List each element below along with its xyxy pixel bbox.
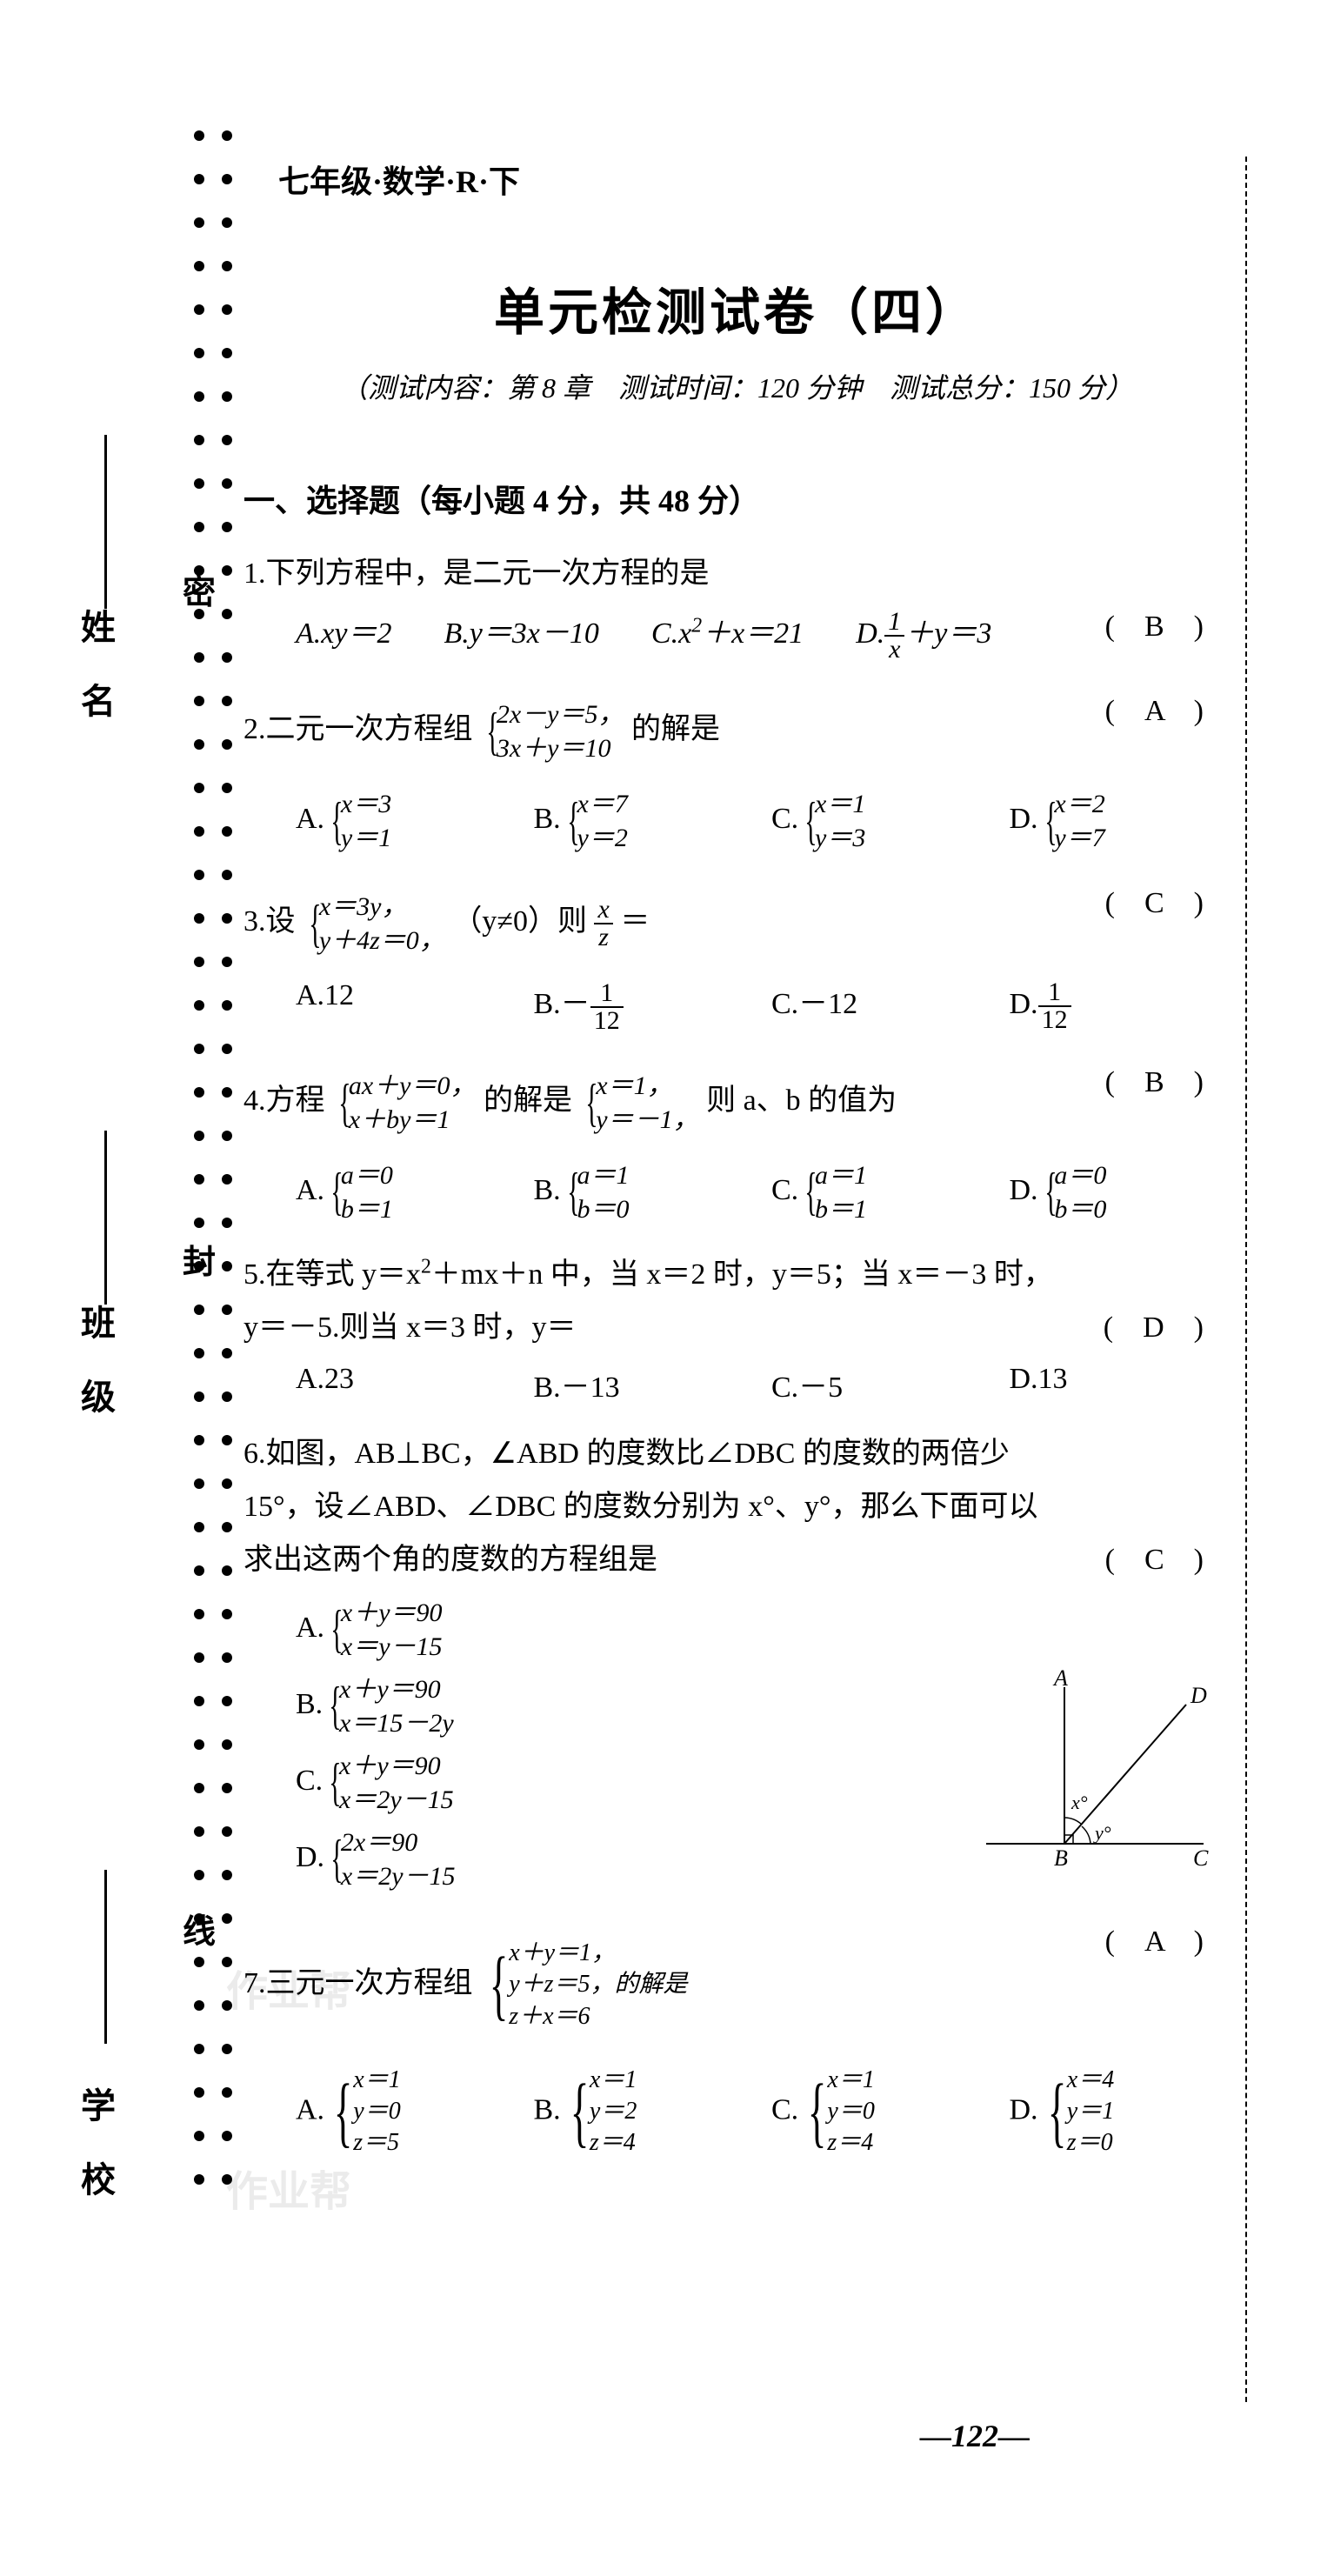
q4-opt-b: B.{a＝1b＝0: [534, 1158, 755, 1226]
q1-text: 1.下列方程中，是二元一次方程的是: [243, 547, 1230, 600]
q1-opt-c: C.x2＋x＝21: [651, 609, 804, 663]
q3-options: A.12 B.－112 C.－12 D.112: [243, 979, 1230, 1033]
margin-line: [104, 435, 107, 609]
q1-options: A.xy＝2 B.y＝3x－10 C.x2＋x＝21 D.1x＋y＝3: [243, 609, 1230, 663]
q3-answer: ( C ): [1105, 877, 1204, 930]
q5-answer: ( D ): [1104, 1301, 1204, 1354]
margin-line: [104, 1870, 107, 2044]
q1-answer: ( B ): [1105, 600, 1204, 653]
dotted-border-left: [191, 130, 235, 2385]
question-7: 7.三元一次方程组 {x＋y＝1，y＋z＝5，的解是z＋x＝6 ( A ): [243, 1915, 1230, 2056]
q5-opt-c: C.－5: [771, 1363, 992, 1405]
q2-opt-c: C.{x＝1y＝3: [771, 787, 992, 855]
q7-answer: ( A ): [1105, 1915, 1204, 1968]
q5-opt-b: B.－13: [534, 1363, 755, 1405]
q7-options: A.{x＝1y＝0z＝5 B.{x＝1y＝2z＝4 C.{x＝1y＝0z＝4 D…: [243, 2065, 1230, 2159]
q2-options: A.{x＝3y＝1 B.{x＝7y＝2 C.{x＝1y＝3 D.{x＝2y＝7: [243, 787, 1230, 855]
q2-answer: ( A ): [1105, 684, 1204, 737]
q6-line1: 6.如图，AB⊥BC，∠ABD 的度数比∠DBC 的度数的两倍少: [243, 1427, 1230, 1480]
q3-text-pre: 3.设: [243, 905, 296, 938]
fig-label-a: A: [1052, 1670, 1068, 1691]
exam-title: 单元检测试卷（四）: [243, 271, 1230, 344]
q7-opt-d: D.{x＝4y＝1z＝0: [1010, 2065, 1231, 2159]
question-4: 4.方程 {ax＋y＝0，x＋by＝1 的解是 {x＝1，y＝－1， 则 a、b…: [243, 1056, 1230, 1150]
q5-line1: 5.在等式 y＝x2＋mx＋n 中，当 x＝2 时，y＝5；当 x＝－3 时，: [243, 1248, 1230, 1301]
page-header: 七年级·数学·R·下: [278, 157, 1230, 202]
q3-opt-a: A.12: [296, 979, 517, 1033]
fig-angle-x: x°: [1071, 1792, 1088, 1813]
q4-opt-c: C.{a＝1b＝1: [771, 1158, 992, 1226]
q6-answer: ( C ): [1105, 1533, 1204, 1586]
q2-opt-b: B.{x＝7y＝2: [534, 787, 755, 855]
q1-opt-a: A.xy＝2: [296, 609, 391, 663]
q4-answer: ( B ): [1105, 1056, 1204, 1109]
q6-line2: 15°，设∠ABD、∠DBC 的度数分别为 x°、y°，那么下面可以: [243, 1480, 1230, 1533]
q7-text-pre: 7.三元一次方程组: [243, 1966, 473, 1999]
q5-opt-d: D.13: [1010, 1363, 1231, 1405]
page-number: —122—: [920, 2418, 1030, 2454]
q5-opt-a: A.23: [296, 1363, 517, 1405]
question-1: 1.下列方程中，是二元一次方程的是 ( B ): [243, 547, 1230, 600]
fig-label-c: C: [1193, 1845, 1209, 1871]
q4-text-mid: 的解是: [484, 1084, 572, 1116]
q5-line2: y＝－5.则当 x＝3 时，y＝: [243, 1311, 577, 1344]
question-6: 6.如图，AB⊥BC，∠ABD 的度数比∠DBC 的度数的两倍少 15°，设∠A…: [243, 1427, 1230, 1587]
question-5: 5.在等式 y＝x2＋mx＋n 中，当 x＝2 时，y＝5；当 x＝－3 时， …: [243, 1248, 1230, 1354]
margin-line: [104, 1131, 107, 1305]
q4-opt-d: D.{a＝0b＝0: [1010, 1158, 1231, 1226]
fig-label-b: B: [1054, 1845, 1068, 1871]
exam-subtitle: （测试内容：第 8 章 测试时间：120 分钟 测试总分：150 分）: [243, 366, 1230, 406]
q3-opt-d: D.112: [1010, 979, 1231, 1033]
q4-options: A.{a＝0b＝1 B.{a＝1b＝0 C.{a＝1b＝1 D.{a＝0b＝0: [243, 1158, 1230, 1226]
margin-school-label: 学 校: [70, 2087, 120, 2196]
q3-opt-b: B.－112: [534, 979, 755, 1033]
q6-opt-c: C.{x＋y＝90x＝2y－15: [296, 1749, 835, 1817]
q6-opt-d: D.{2x＝90x＝2y－15: [296, 1825, 835, 1893]
q2-opt-d: D.{x＝2y＝7: [1010, 787, 1231, 855]
margin-class-label: 班 级: [70, 1305, 120, 1413]
q4-text-post: 则 a、b 的值为: [706, 1084, 897, 1116]
question-2: 2.二元一次方程组 {2x－y＝5，3x＋y＝10 的解是 ( A ): [243, 684, 1230, 778]
dotted-border-right: [1245, 157, 1247, 2402]
q6-opt-b: B.{x＋y＝90x＝15－2y: [296, 1672, 835, 1740]
q2-text-pre: 2.二元一次方程组: [243, 713, 473, 745]
q6-options: A.{x＋y＝90x＝y－15 B.{x＋y＝90x＝15－2y C.{x＋y＝…: [243, 1596, 835, 1893]
q3-opt-c: C.－12: [771, 979, 992, 1033]
q1-opt-b: B.y＝3x－10: [444, 609, 598, 663]
section-header: 一、选择题（每小题 4 分，共 48 分）: [243, 476, 1230, 521]
question-3: 3.设 {x＝3y，y＋4z＝0， （y≠0）则 xz ＝ ( C ): [243, 877, 1230, 971]
q3-text-mid: （y≠0）则: [452, 905, 587, 938]
watermark: 作业帮: [226, 2157, 351, 2218]
q1-opt-d: D.1x＋y＝3: [856, 609, 991, 663]
q4-text-pre: 4.方程: [243, 1084, 325, 1116]
q6-line3: 求出这两个角的度数的方程组是: [243, 1544, 657, 1576]
q3-text-post: ＝: [620, 905, 650, 938]
q6-opt-a: A.{x＋y＝90x＝y－15: [296, 1596, 835, 1664]
q2-text-post: 的解是: [631, 713, 720, 745]
q7-opt-b: B.{x＝1y＝2z＝4: [534, 2065, 755, 2159]
fig-label-d: D: [1190, 1683, 1207, 1708]
q2-opt-a: A.{x＝3y＝1: [296, 787, 517, 855]
q5-options: A.23 B.－13 C.－5 D.13: [243, 1363, 1230, 1405]
q7-opt-a: A.{x＝1y＝0z＝5: [296, 2065, 517, 2159]
q6-figure: A D B C x° y°: [951, 1670, 1212, 1879]
q4-opt-a: A.{a＝0b＝1: [296, 1158, 517, 1226]
q7-opt-c: C.{x＝1y＝0z＝4: [771, 2065, 992, 2159]
margin-name-label: 姓 名: [70, 609, 120, 717]
fig-angle-y: y°: [1093, 1822, 1111, 1844]
